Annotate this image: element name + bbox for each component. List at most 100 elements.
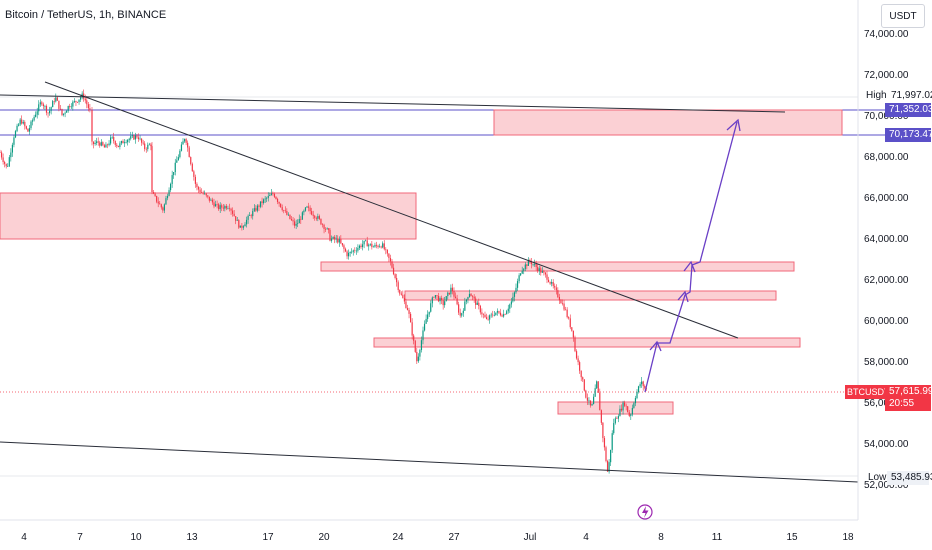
candle-body bbox=[599, 392, 601, 411]
candle-body bbox=[405, 301, 407, 308]
candle-body bbox=[600, 410, 602, 423]
candle-body bbox=[625, 405, 627, 407]
candle-body bbox=[644, 386, 646, 388]
candle-body bbox=[281, 207, 283, 211]
candle-body bbox=[613, 423, 615, 434]
candle-body bbox=[627, 406, 629, 413]
candle-body bbox=[380, 246, 382, 248]
candle-body bbox=[428, 311, 430, 315]
candle-body bbox=[516, 281, 519, 288]
candle-body bbox=[188, 147, 190, 158]
candle-body bbox=[311, 211, 313, 215]
candle-body bbox=[179, 150, 181, 158]
candle-body bbox=[233, 213, 235, 217]
candle-body bbox=[575, 351, 578, 359]
candle-body bbox=[447, 292, 449, 297]
candle-body bbox=[151, 146, 153, 193]
y-tick-label: 66,000.00 bbox=[864, 193, 909, 204]
candle-body bbox=[549, 282, 551, 284]
candle-body bbox=[87, 104, 89, 109]
candle-body bbox=[210, 199, 212, 201]
candle-body bbox=[273, 193, 276, 197]
candle-body bbox=[145, 148, 147, 150]
candle-body bbox=[593, 396, 595, 405]
candle-body bbox=[315, 217, 317, 219]
candle-body bbox=[307, 206, 310, 208]
candle-body bbox=[348, 252, 350, 257]
candle-body bbox=[532, 264, 534, 265]
candle-body bbox=[594, 388, 596, 397]
candle-body bbox=[411, 322, 413, 336]
candle-body bbox=[520, 273, 522, 276]
candle-body bbox=[388, 253, 390, 259]
candle-body bbox=[256, 205, 258, 211]
candle-body bbox=[547, 279, 550, 283]
y-tick-label: 52,000.00 bbox=[864, 480, 909, 491]
candle-body bbox=[100, 142, 102, 146]
candle-body bbox=[283, 210, 285, 211]
demand-zone bbox=[557, 401, 674, 415]
candle-body bbox=[569, 318, 571, 328]
candle-body bbox=[232, 210, 234, 214]
candle-body bbox=[295, 223, 297, 226]
candle-body bbox=[530, 261, 533, 265]
candle-body bbox=[21, 119, 23, 124]
candle-body bbox=[133, 135, 135, 140]
candle-body bbox=[565, 309, 567, 311]
currency-button[interactable]: USDT bbox=[881, 4, 925, 28]
candle-body bbox=[294, 221, 296, 226]
candle-body bbox=[177, 157, 179, 161]
candle-body bbox=[354, 250, 356, 251]
candle-body bbox=[456, 298, 458, 305]
candle-body bbox=[180, 144, 183, 151]
candle-body bbox=[451, 287, 454, 292]
candle-body bbox=[472, 296, 474, 297]
candle-body bbox=[42, 104, 44, 107]
candle-body bbox=[465, 299, 467, 302]
candle-body bbox=[191, 163, 193, 172]
candle-body bbox=[213, 202, 215, 207]
candle-body bbox=[245, 219, 248, 225]
candle-body bbox=[174, 162, 176, 173]
candle-body bbox=[0, 152, 1, 153]
candle-body bbox=[108, 143, 110, 146]
candle-body bbox=[605, 447, 607, 462]
candle-body bbox=[86, 100, 88, 105]
candle-body bbox=[624, 402, 626, 406]
candle-body bbox=[214, 204, 217, 207]
candle-body bbox=[28, 128, 31, 132]
candle-body bbox=[441, 298, 443, 301]
candle-body bbox=[287, 214, 289, 216]
candle-body bbox=[96, 141, 98, 143]
candle-body bbox=[99, 142, 101, 146]
candle-body bbox=[187, 142, 189, 148]
candle-body bbox=[44, 106, 46, 107]
candle-body bbox=[8, 157, 10, 167]
candle-body bbox=[335, 238, 337, 240]
candle-body bbox=[374, 244, 376, 247]
projection-path bbox=[644, 118, 741, 393]
candle-body bbox=[286, 211, 288, 215]
candle-body bbox=[639, 384, 641, 387]
candle-body bbox=[128, 138, 130, 141]
candle-body bbox=[606, 461, 609, 472]
candle-body bbox=[408, 310, 410, 314]
candle-body bbox=[351, 251, 353, 253]
candle-body bbox=[394, 274, 396, 278]
candle-body bbox=[577, 358, 579, 363]
candle-body bbox=[476, 302, 478, 305]
candle-body bbox=[258, 205, 260, 207]
candle-body bbox=[222, 207, 224, 209]
candle-body bbox=[499, 312, 502, 316]
candle-body bbox=[620, 408, 623, 411]
y-tick-label: 64,000.00 bbox=[864, 234, 909, 245]
candle-body bbox=[475, 298, 477, 305]
candle-body bbox=[38, 104, 40, 112]
candle-body bbox=[574, 337, 576, 352]
candle-body bbox=[142, 142, 144, 144]
candle-body bbox=[36, 111, 38, 115]
level-a-label: 71,352.03 bbox=[885, 103, 932, 117]
candle-body bbox=[419, 349, 421, 357]
candle-body bbox=[130, 136, 132, 139]
